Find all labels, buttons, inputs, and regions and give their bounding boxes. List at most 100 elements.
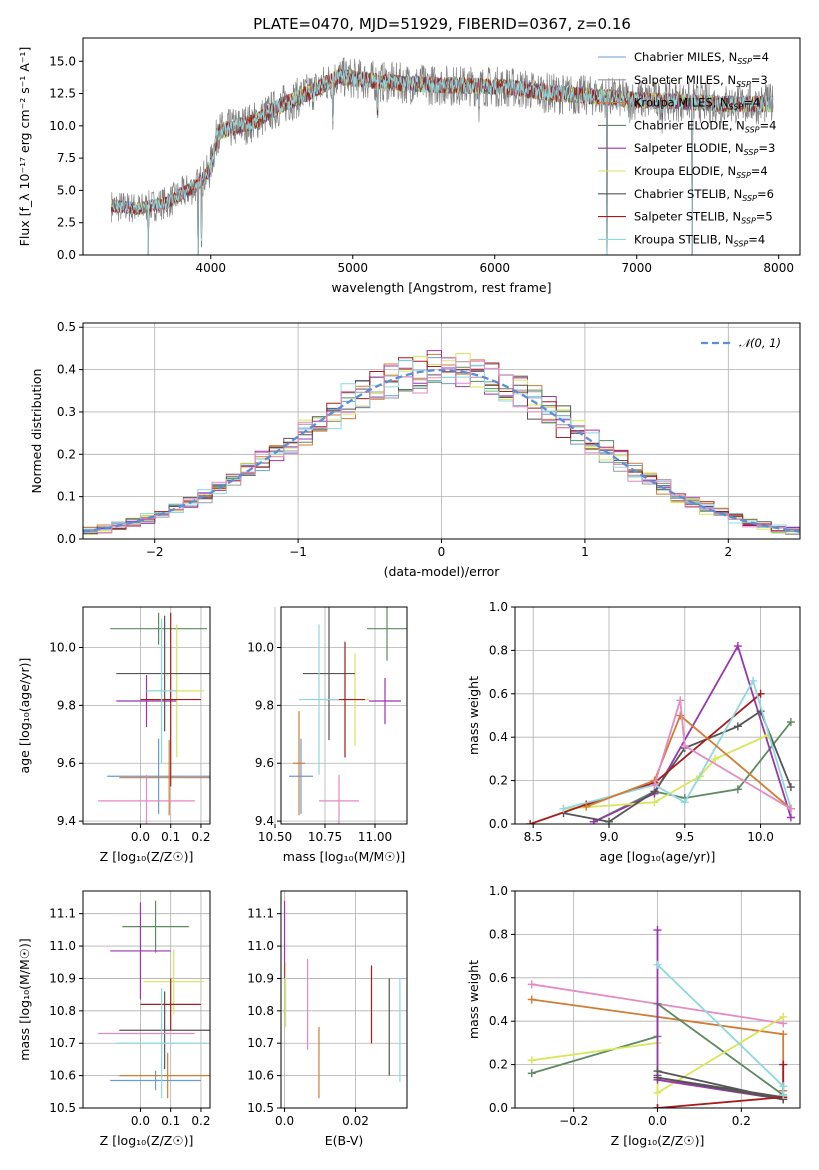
weight_vs_age-series-line [593,643,792,823]
age_vs_Z-y-tick-label: 9.8 [57,698,76,712]
age_vs_Z-frame [82,606,211,825]
age_vs_Z-errorbar [140,612,201,787]
spectrum-legend-entry: Salpeter STELIB, NSSP=5 [634,210,773,226]
residuals-y-tick-label: 0.0 [57,532,76,546]
residuals-y-tick-label: 0.5 [57,320,76,334]
spectrum-y-tick-label: 5.0 [57,183,76,197]
weight_vs_age-frame [514,606,801,825]
spectrum-frame [82,37,801,256]
age_vs_mass-x-tick-label: 10.50 [258,830,292,844]
age_vs_Z-y-tick-label: 9.6 [57,756,76,770]
spectrum-y-tick-label: 2.5 [57,216,76,230]
residuals-x-tick-label: 1 [581,545,589,559]
residuals-y-tick-label: 0.4 [57,363,76,377]
residuals-x-tick-label: −2 [146,545,164,559]
mass_vs_ebv-y-tick-label: 10.7 [247,1036,274,1050]
weight_vs_Z-point-marker [653,1104,662,1108]
weight_vs_age-series-line [653,700,792,810]
weight_vs_age-point-marker [676,696,685,705]
mass_vs_Z-y-axis-label: mass [log₁₀(M/M☉)] [17,938,32,1060]
mass_vs_Z-plot-area [98,900,210,1099]
mass-vs-metallicity-panel: 0.0 0.1 0.2 10.5 10.6 10.7 10.8 10.9 11.0 11.1 Z [… [17,890,211,1148]
age_vs_Z-errorbar [146,618,177,764]
weight_vs_age-point-marker [582,802,591,811]
mass_vs_ebv-y-tick-label: 10.5 [247,1101,274,1115]
weight_vs_age-point-marker [680,741,689,750]
spectrum-legend: Chabrier MILES, NSSP=4 Salpeter MILES, NS… [598,50,776,248]
age_vs_Z-errorbar [107,738,210,814]
spectrum-y-tick-label: 10.0 [49,119,76,133]
mass_vs_Z-y-tick-label: 10.6 [49,1069,76,1083]
residuals-x-tick-label: 0 [438,545,446,559]
mass_vs_Z-errorbar [122,900,189,953]
weight_vs_age-y-tick-label: 0.2 [489,774,508,788]
mass_vs_ebv-y-tick-label: 11.0 [247,939,274,953]
weight_vs_age-point-marker [733,642,742,651]
residuals-frame [82,322,801,540]
weight_vs_Z-y-tick-label: 0.2 [489,1058,508,1072]
weight_vs_age-y-tick-label: 0.0 [489,817,508,831]
mass_vs_Z-errorbar [119,991,210,1070]
mass_vs_Z-errorbar [110,1070,201,1091]
spectrum-x-tick-label: 6000 [479,261,510,275]
residuals-y-tick-label: 0.2 [57,447,76,461]
spectrum-legend-entry: Kroupa MILES, NSSP=4 [634,96,760,112]
weight_vs_age-point-marker [650,798,659,807]
gaussian-reference-line [83,368,800,533]
weight_vs_age-y-tick-label: 1.0 [489,600,508,614]
age_vs_Z-x-tick-label: 0.2 [191,830,210,844]
age_vs_mass-x-tick-label: 10.75 [308,830,342,844]
residuals-panel: −2 −1 0 1 2 0.0 0.1 0.2 0.3 0.4 0.5 (data-model)/er… [29,320,801,579]
weight_vs_age-series [589,642,795,824]
residuals-plot-area [83,350,800,538]
weight_vs_age-point-marker [711,754,720,763]
spectrum-y-tick-label: 15.0 [49,54,76,68]
spectrum-x-tick-label: 5000 [337,261,368,275]
mass-vs-ebv-panel: 0.0 0.02 10.5 10.6 10.7 10.8 10.9 11.0 11.1 E(B-V… [247,890,408,1148]
mass_vs_ebv-x-tick-label: 0.0 [275,1114,294,1128]
mass_vs_Z-y-tick-label: 10.7 [49,1036,76,1050]
spectrum-legend-entry: Kroupa STELIB, NSSP=4 [634,232,765,248]
weight_vs_Z-x-axis-label: Z [log₁₀(Z/Z☉)] [611,1133,705,1148]
mass_vs_ebv-y-tick-label: 10.8 [247,1004,274,1018]
weight_vs_Z-point-marker [653,1073,662,1082]
weight_vs_Z-series [653,1060,788,1108]
weight_vs_age-y-axis-label: mass weight [466,676,481,755]
age_vs_mass-y-tick-label: 10.0 [247,641,274,655]
spectrum-model-line [111,69,774,255]
weight_vs_age-point-marker [676,711,685,720]
weight_vs_age-point-marker [786,718,795,727]
age_vs_mass-y-tick-label: 9.4 [255,814,274,828]
weight_vs_Z-y-axis-label: mass weight [466,960,481,1039]
spectrum-legend-entry: Chabrier ELODIE, NSSP=4 [634,118,776,134]
age_vs_mass-plot-area [289,607,407,824]
age_vs_Z-x-tick-label: 0.1 [161,830,180,844]
age_vs_mass-y-tick-label: 9.6 [255,756,274,770]
mass_vs_ebv-frame [280,890,408,1109]
weight_vs_Z-series [653,960,788,1099]
mass_vs_Z-errorbar [119,1052,210,1099]
spectrum-panel: 4000 5000 6000 7000 8000 0.0 2.5 5.0 7.5 10.0 12.5… [17,37,801,295]
weight_vs_age-point-marker [526,820,535,824]
mass_vs_ebv-x-axis-label: E(B-V) [325,1133,364,1148]
weight_vs_Z-series-line [657,1070,784,1101]
age_vs_Z-plot-area [98,612,210,824]
age_vs_Z-errorbar [116,615,210,732]
weight_vs_age-x-tick-label: 9.5 [675,830,694,844]
mass_vs_Z-x-tick-label: 0.2 [191,1114,210,1128]
residuals-legend: 𝒩(0, 1) [701,336,781,350]
weight_vs_age-series [559,676,795,813]
weight_vs_Z-point-marker [779,1090,788,1099]
mass_vs_Z-errorbar [140,978,201,1031]
mass_vs_Z-x-tick-label: 0.0 [131,1114,150,1128]
weight_vs_age-x-tick-label: 10.0 [747,830,774,844]
weight_vs_age-series-line [585,714,792,810]
spectrum-plot-area [111,56,774,255]
mass_vs_Z-y-tick-label: 10.5 [49,1101,76,1115]
spectrum-y-tick-label: 0.0 [57,248,76,262]
residual-histogram [83,357,800,533]
spectrum-x-tick-label: 7000 [621,261,652,275]
weight_vs_Z-series-line [656,930,784,1101]
weight_vs_Z-point-marker [779,1012,788,1021]
